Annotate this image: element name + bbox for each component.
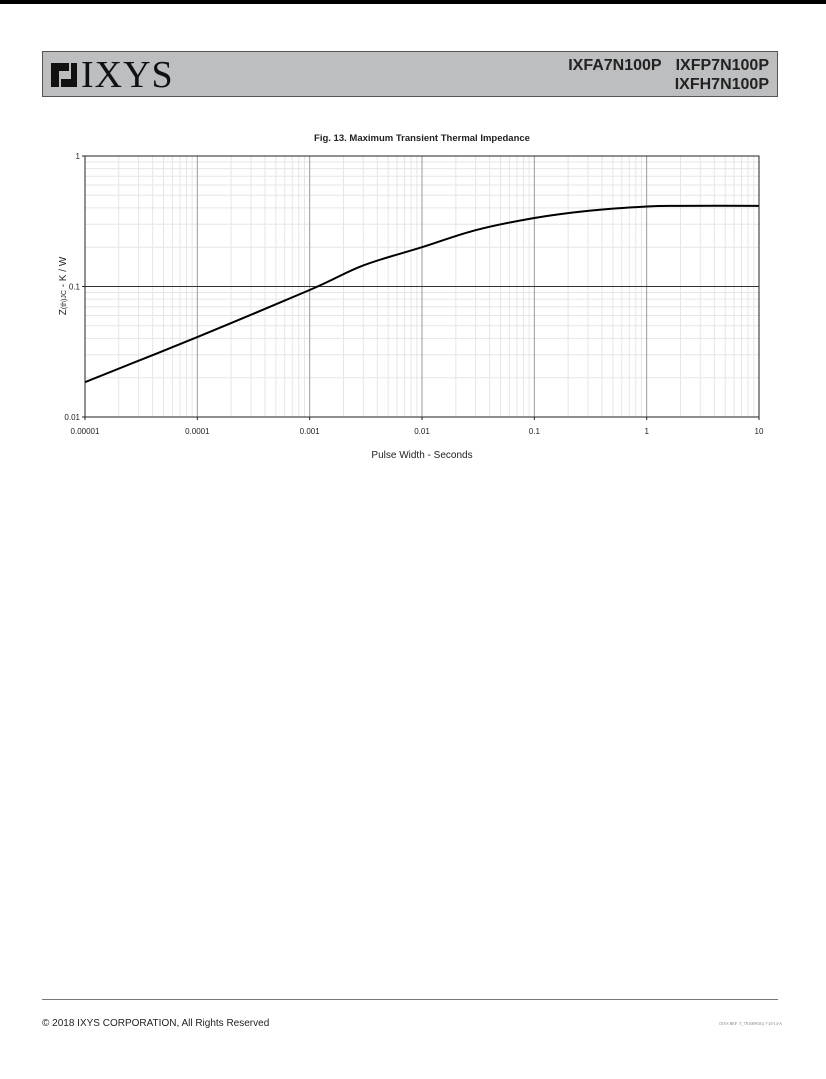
top-border — [0, 0, 826, 4]
ixys-logo: IXYS — [51, 56, 174, 94]
x-tick-label: 10 — [755, 427, 764, 436]
y-tick-label: 0.1 — [69, 283, 81, 292]
x-tick-label: 0.01 — [414, 427, 430, 436]
x-tick-label: 0.00001 — [71, 427, 100, 436]
tick-labels: 0.00001 0.0001 0.001 0.01 0.1 1 10 0.01 0.1 1 — [64, 152, 764, 436]
x-tick-label: 0.001 — [300, 427, 321, 436]
x-tick-label: 0.1 — [529, 427, 541, 436]
y-axis-label: Z(th)JC - K / W — [58, 256, 69, 315]
series-line — [84, 204, 760, 384]
y-tick-label: 1 — [76, 152, 81, 161]
part-number: IXFP7N100P — [675, 57, 769, 74]
part-numbers: IXFA7N100P IXFP7N100P IXFH7N100P — [554, 56, 769, 94]
brand-name: IXYS — [81, 54, 174, 96]
chart-title: Fig. 13. Maximum Transient Thermal Imped… — [314, 133, 530, 144]
part-number: IXFA7N100P — [568, 57, 662, 74]
plot-frame — [84, 155, 760, 418]
thermal-impedance-chart: Fig. 13. Maximum Transient Thermal Imped… — [58, 133, 764, 461]
footer-divider — [42, 999, 778, 1000]
part-number: IXFH7N100P — [674, 76, 769, 93]
y-tick-label: 0.01 — [64, 413, 80, 422]
copyright-text: © 2018 IXYS CORPORATION, All Rights Rese… — [42, 1018, 270, 1029]
x-axis-label: Pulse Width - Seconds — [371, 450, 472, 461]
ixys-logo-icon — [51, 61, 77, 89]
page-header: IXYS IXFA7N100P IXFP7N100P IXFH7N100P — [42, 51, 778, 97]
x-tick-label: 1 — [644, 427, 649, 436]
document-reference: IXYS REF: T_7N100P(3G) 7-25-14-A — [719, 1021, 782, 1026]
grid — [82, 155, 760, 420]
x-tick-label: 0.0001 — [185, 427, 210, 436]
